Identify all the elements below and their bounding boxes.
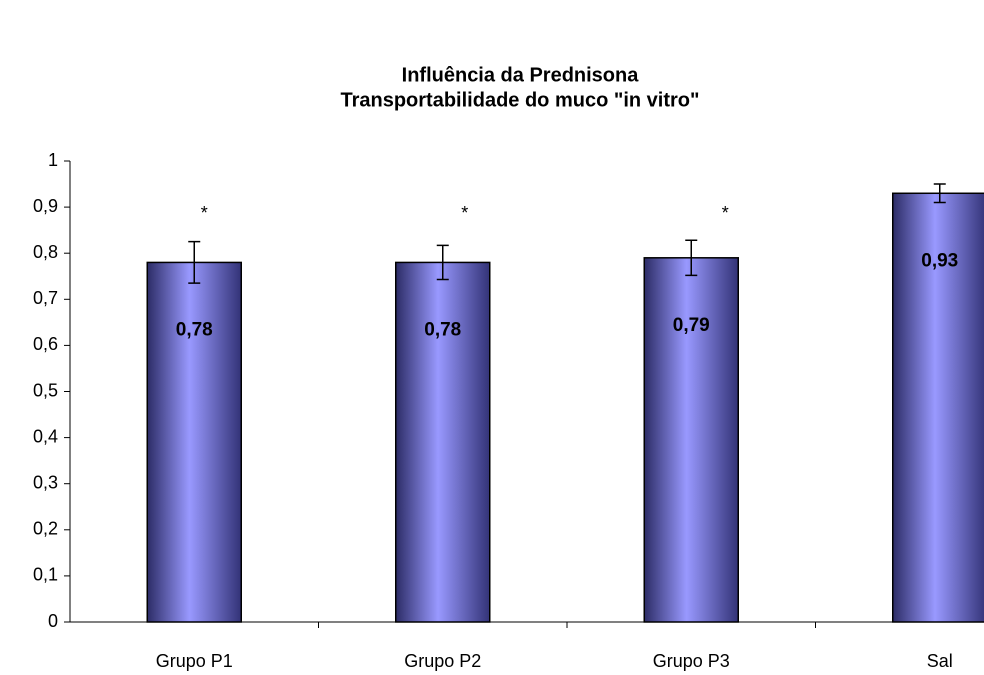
error-bar xyxy=(188,240,201,284)
y-tick-label: 0,2 xyxy=(33,519,58,539)
value-label: 0,93 xyxy=(921,250,958,271)
x-tick-label: Sal xyxy=(927,651,953,671)
marker-label: * xyxy=(201,203,208,223)
value-label: 0,78 xyxy=(424,319,461,340)
y-tick-label: 0,1 xyxy=(33,565,58,585)
x-tick-label: Grupo P3 xyxy=(653,651,730,671)
bar xyxy=(146,261,242,623)
y-tick-label: 1 xyxy=(48,150,58,170)
y-tick-label: 0,4 xyxy=(33,426,58,446)
error-bar xyxy=(933,183,946,204)
value-label: 0,79 xyxy=(673,315,710,336)
y-tick-label: 0,9 xyxy=(33,196,58,216)
bar xyxy=(892,192,984,623)
y-tick-label: 0,6 xyxy=(33,334,58,354)
bar xyxy=(395,261,491,623)
x-tick-label: Grupo P2 xyxy=(404,651,481,671)
y-tick-label: 0,5 xyxy=(33,380,58,400)
bar xyxy=(643,257,739,623)
y-tick-label: 0,3 xyxy=(33,472,58,492)
marker-label: * xyxy=(722,203,729,223)
chart-title: Influência da Prednisona xyxy=(402,64,640,86)
marker-label: * xyxy=(461,203,468,223)
chart-subtitle: Transportabilidade do muco "in vitro" xyxy=(340,89,699,111)
y-tick-label: 0,8 xyxy=(33,242,58,262)
error-bar xyxy=(685,239,698,277)
y-tick-label: 0 xyxy=(48,611,58,631)
value-label: 0,78 xyxy=(176,319,213,340)
x-tick-label: Grupo P1 xyxy=(156,651,233,671)
error-bar xyxy=(436,244,449,281)
y-tick-label: 0,7 xyxy=(33,288,58,308)
